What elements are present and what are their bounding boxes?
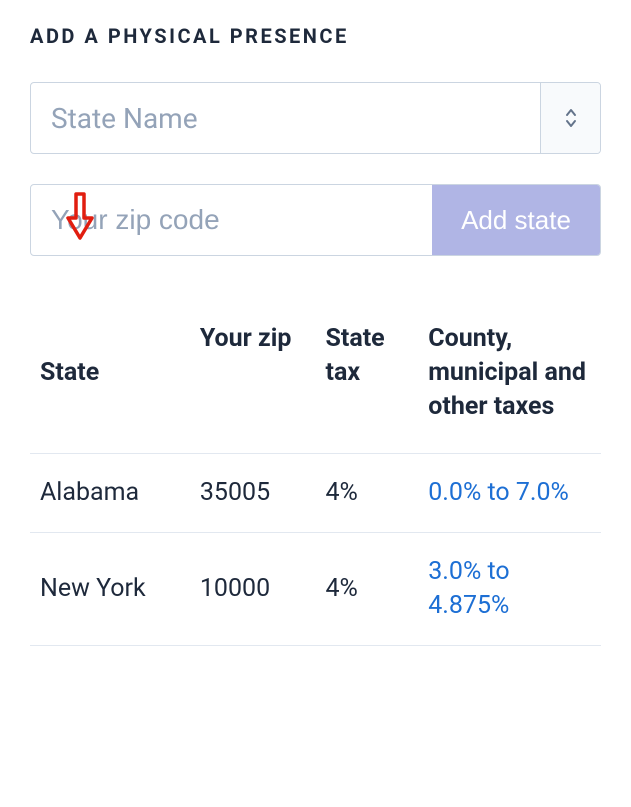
state-select-placeholder: State Name — [31, 83, 540, 153]
cell-other-tax-link[interactable]: 0.0% to 7.0% — [418, 454, 601, 533]
table-row: Alabama 35005 4% 0.0% to 7.0% — [30, 454, 601, 533]
cell-zip: 35005 — [190, 454, 316, 533]
cell-state-tax: 4% — [315, 533, 418, 646]
cell-state-tax: 4% — [315, 454, 418, 533]
col-zip: Your zip — [190, 304, 316, 454]
cell-zip: 10000 — [190, 533, 316, 646]
col-other-tax: County, municipal and other taxes — [418, 304, 601, 454]
table-row: New York 10000 4% 3.0% to 4.875% — [30, 533, 601, 646]
col-state: State — [30, 304, 190, 454]
page-title: ADD A PHYSICAL PRESENCE — [30, 24, 601, 48]
table-header-row: State Your zip State tax County, municip… — [30, 304, 601, 454]
zip-input-row: Add state — [30, 184, 601, 256]
col-state-tax: State tax — [315, 304, 418, 454]
cell-state: Alabama — [30, 454, 190, 533]
state-select[interactable]: State Name — [30, 82, 601, 154]
chevron-up-down-icon — [540, 83, 600, 153]
states-table: State Your zip State tax County, municip… — [30, 304, 601, 646]
cell-state: New York — [30, 533, 190, 646]
add-state-button[interactable]: Add state — [432, 185, 600, 255]
annotation-arrow-icon — [62, 192, 98, 242]
cell-other-tax-link[interactable]: 3.0% to 4.875% — [418, 533, 601, 646]
